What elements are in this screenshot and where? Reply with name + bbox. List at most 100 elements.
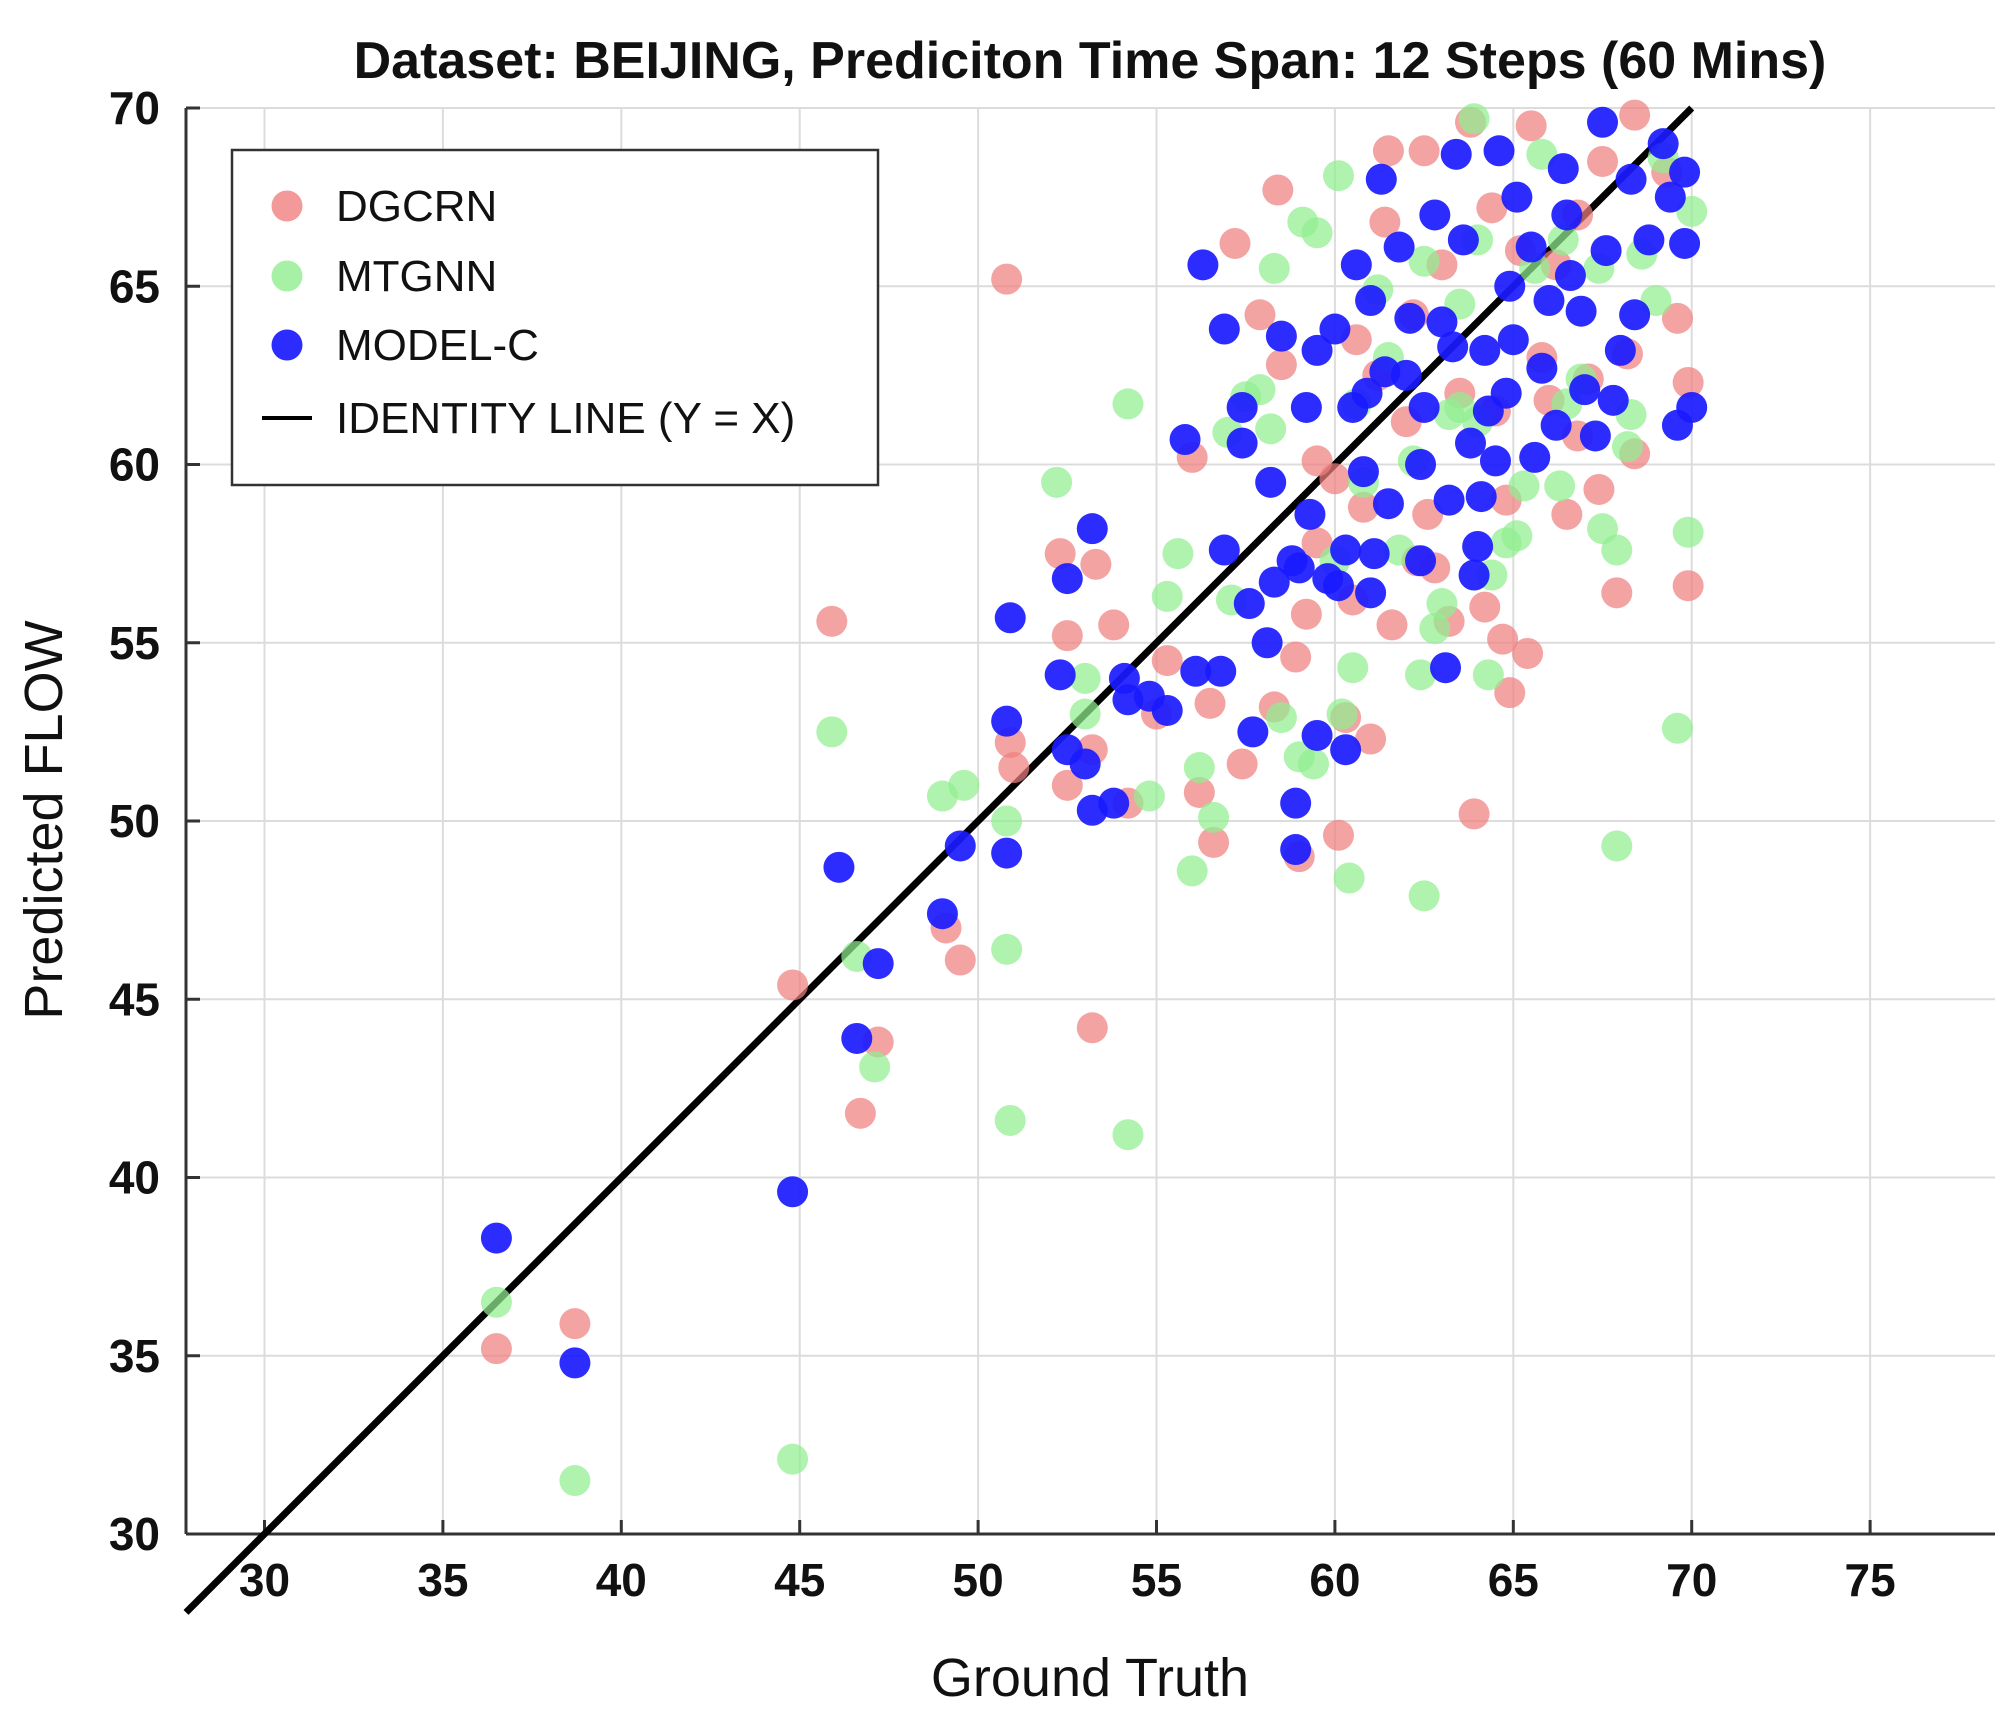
- data-point: [1590, 235, 1622, 267]
- data-point: [1579, 420, 1611, 452]
- data-point: [1619, 99, 1651, 131]
- data-point: [1669, 227, 1701, 259]
- data-point: [1208, 313, 1240, 345]
- data-point: [1198, 801, 1230, 833]
- data-point: [1255, 466, 1287, 498]
- data-point: [1512, 637, 1544, 669]
- data-point: [1497, 324, 1529, 356]
- data-point: [1301, 719, 1333, 751]
- data-point: [1180, 655, 1212, 687]
- data-point: [1301, 217, 1333, 249]
- data-point: [480, 1333, 512, 1365]
- data-point: [1547, 224, 1579, 256]
- data-point: [1355, 723, 1387, 755]
- data-point: [1355, 285, 1387, 317]
- chart-title: Dataset: BEIJING, Prediciton Time Span: …: [354, 32, 1827, 90]
- legend-label: MTGNN: [336, 252, 497, 301]
- data-point: [944, 944, 976, 976]
- data-point: [1226, 391, 1258, 423]
- data-point: [859, 1051, 891, 1083]
- data-point: [1187, 249, 1219, 281]
- data-point: [1501, 181, 1533, 213]
- data-point: [1554, 260, 1586, 292]
- data-point: [1390, 359, 1422, 391]
- data-point: [1080, 548, 1112, 580]
- data-point: [1676, 391, 1708, 423]
- data-point: [1587, 106, 1619, 138]
- data-point: [1330, 534, 1362, 566]
- data-point: [1322, 160, 1354, 192]
- data-point: [1255, 413, 1287, 445]
- series-dgcrn: [480, 99, 1704, 1365]
- data-point: [1405, 545, 1437, 577]
- data-point: [1351, 377, 1383, 409]
- data-point: [1408, 135, 1440, 167]
- data-point: [1355, 577, 1387, 609]
- data-point: [1340, 249, 1372, 281]
- data-point: [994, 602, 1026, 634]
- data-point: [1611, 431, 1643, 463]
- data-point: [1437, 331, 1469, 363]
- data-point: [862, 948, 894, 980]
- data-point: [1237, 716, 1269, 748]
- data-point: [1208, 534, 1240, 566]
- data-point: [1647, 128, 1679, 160]
- data-point: [1326, 698, 1358, 730]
- data-point: [1233, 588, 1265, 620]
- data-point: [1462, 530, 1494, 562]
- data-point: [1194, 687, 1226, 719]
- legend-label: MODEL-C: [336, 321, 539, 370]
- data-points: [480, 99, 1708, 1497]
- data-point: [1469, 334, 1501, 366]
- data-point: [559, 1308, 591, 1340]
- y-tick-label: 35: [109, 1330, 160, 1382]
- data-point: [991, 263, 1023, 295]
- data-point: [1547, 153, 1579, 185]
- data-point: [926, 898, 958, 930]
- data-point: [1372, 135, 1404, 167]
- data-point: [994, 1104, 1026, 1136]
- data-point: [1347, 491, 1379, 523]
- data-point: [1472, 395, 1504, 427]
- ticks: 30 35 40 45 50 55 60 65 70 75 30 35 40 45 50 55 60 65 70: [109, 82, 1896, 1606]
- data-point: [1205, 655, 1237, 687]
- data-point: [948, 769, 980, 801]
- data-point: [1454, 427, 1486, 459]
- x-tick-label: 75: [1845, 1554, 1896, 1606]
- data-point: [1265, 702, 1297, 734]
- data-point: [1098, 787, 1130, 819]
- data-point: [1405, 449, 1437, 480]
- data-point: [1633, 224, 1665, 256]
- data-point: [1426, 306, 1458, 338]
- data-point: [1419, 612, 1451, 644]
- data-point: [1365, 163, 1397, 195]
- data-point: [1219, 227, 1251, 259]
- data-point: [1151, 580, 1183, 612]
- data-point: [1301, 334, 1333, 366]
- data-point: [1661, 302, 1693, 334]
- data-point: [1290, 598, 1322, 630]
- data-point: [1112, 1119, 1144, 1151]
- data-point: [1565, 295, 1597, 327]
- data-point: [1076, 513, 1108, 545]
- data-point: [1408, 880, 1440, 912]
- data-point: [1501, 520, 1533, 552]
- data-point: [777, 1176, 809, 1208]
- data-point: [1290, 391, 1322, 423]
- data-point: [1258, 566, 1290, 598]
- data-point: [1151, 694, 1183, 726]
- data-point: [1604, 334, 1636, 366]
- data-point: [1533, 285, 1565, 317]
- data-point: [1226, 427, 1258, 459]
- x-tick-label: 45: [774, 1554, 825, 1606]
- data-point: [1358, 538, 1390, 570]
- data-point: [823, 851, 855, 883]
- x-tick-label: 30: [239, 1554, 290, 1606]
- data-point: [1183, 776, 1215, 808]
- data-point: [1587, 145, 1619, 177]
- data-point: [1298, 748, 1330, 780]
- data-point: [1487, 623, 1519, 655]
- legend-label: DGCRN: [336, 182, 497, 231]
- data-point: [1526, 352, 1558, 384]
- data-point: [1519, 441, 1551, 473]
